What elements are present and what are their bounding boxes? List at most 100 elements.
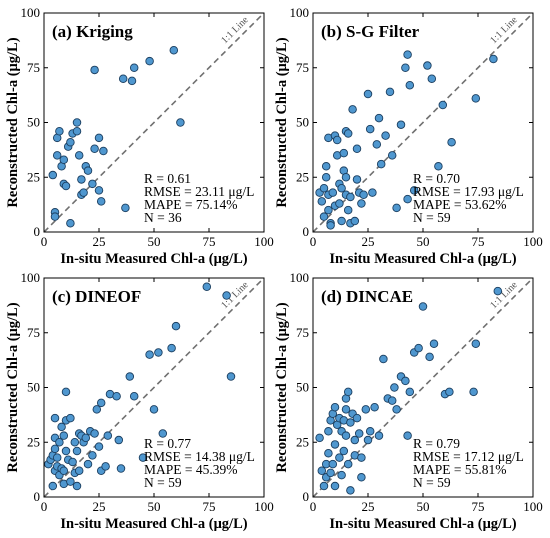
panel-title: (a) Kriging [52,22,133,41]
data-point [88,179,97,189]
stats-line: RMSE = 17.12 μg/L [413,449,524,464]
stats-line: MAPE = 53.62% [413,197,507,212]
data-point [114,435,124,445]
data-point [357,199,366,208]
y-axis-label: Reconstructed Chl-a (μg/L) [5,302,21,472]
data-point [55,127,64,136]
data-point [429,339,439,348]
x-tick-label: 0 [41,234,48,249]
data-point [387,396,397,405]
data-point [59,431,69,440]
y-tick-label: 100 [21,5,41,20]
data-point [52,151,62,160]
data-point [154,348,163,357]
data-point [319,183,329,193]
data-point [317,466,327,475]
y-tick-label: 25 [27,169,40,184]
data-point [403,431,412,440]
data-point [321,172,331,182]
data-point [66,413,75,423]
data-point [92,405,102,414]
x-tick-label: 75 [472,499,485,514]
y-tick-label: 0 [34,489,41,504]
data-point [381,131,390,140]
stats-line: MAPE = 45.39% [144,462,238,477]
data-point [348,105,357,114]
data-point [79,188,88,197]
data-point [418,302,428,311]
x-axis-label: In-situ Measured Chl-a (μg/L) [60,516,247,532]
data-point [359,190,368,200]
data-point [434,162,443,171]
data-point [438,100,448,110]
data-point [341,405,351,414]
data-point [403,194,412,204]
data-point [77,175,86,184]
x-tick-label: 0 [41,499,48,514]
data-point [335,199,344,208]
data-point [445,387,454,397]
data-point [145,56,154,66]
x-tick-label: 25 [93,234,106,249]
data-point [328,459,338,469]
y-tick-label: 75 [27,325,40,340]
data-point [315,433,324,443]
data-point [396,120,406,129]
y-tick-label: 25 [296,434,309,449]
data-point [145,350,154,359]
panel-title: (d) DINCAE [321,287,413,306]
data-point [50,212,60,221]
data-point [493,286,503,296]
data-point [365,427,375,436]
stats-line: MAPE = 55.81% [413,462,507,477]
data-point [96,398,106,408]
y-tick-label: 50 [27,380,40,395]
y-tick-label: 75 [296,60,309,75]
data-point [169,45,179,55]
stats-line: R = 0.77 [144,436,191,451]
data-point [321,162,331,171]
data-point [361,405,371,414]
data-point [319,481,329,491]
data-point [409,186,419,195]
data-point [326,221,335,230]
x-axis-label: In-situ Measured Chl-a (μg/L) [329,251,516,267]
data-point [61,387,71,397]
x-tick-label: 0 [310,234,317,249]
y-axis-label: Reconstructed Chl-a (μg/L) [274,302,290,472]
data-point [423,61,432,70]
data-point [103,431,113,440]
data-point [350,216,360,226]
one-to-one-line [43,277,265,498]
data-point [414,343,423,353]
x-tick-label: 100 [254,234,274,249]
stats-line: RMSE = 14.38 μg/L [144,449,255,464]
stats-line: N = 59 [144,475,182,490]
data-point [403,50,412,59]
data-point [90,429,99,438]
data-point [330,440,340,449]
data-point [121,203,130,213]
x-tick-label: 25 [362,234,375,249]
y-tick-label: 0 [303,489,310,504]
x-tick-label: 100 [523,234,543,249]
data-point [363,435,373,445]
data-point [372,140,382,149]
data-point [357,453,366,462]
data-point [387,151,397,160]
data-point [326,468,335,478]
data-point [374,431,384,440]
data-point [59,466,69,475]
data-point [346,192,355,202]
data-point [50,413,60,423]
y-tick-label: 50 [296,380,309,395]
data-point [350,435,360,445]
stats-line: RMSE = 23.11 μg/L [144,184,254,199]
data-point [72,446,82,456]
y-tick-label: 25 [296,169,309,184]
stats-line: R = 0.61 [144,171,191,186]
data-point [337,183,346,193]
